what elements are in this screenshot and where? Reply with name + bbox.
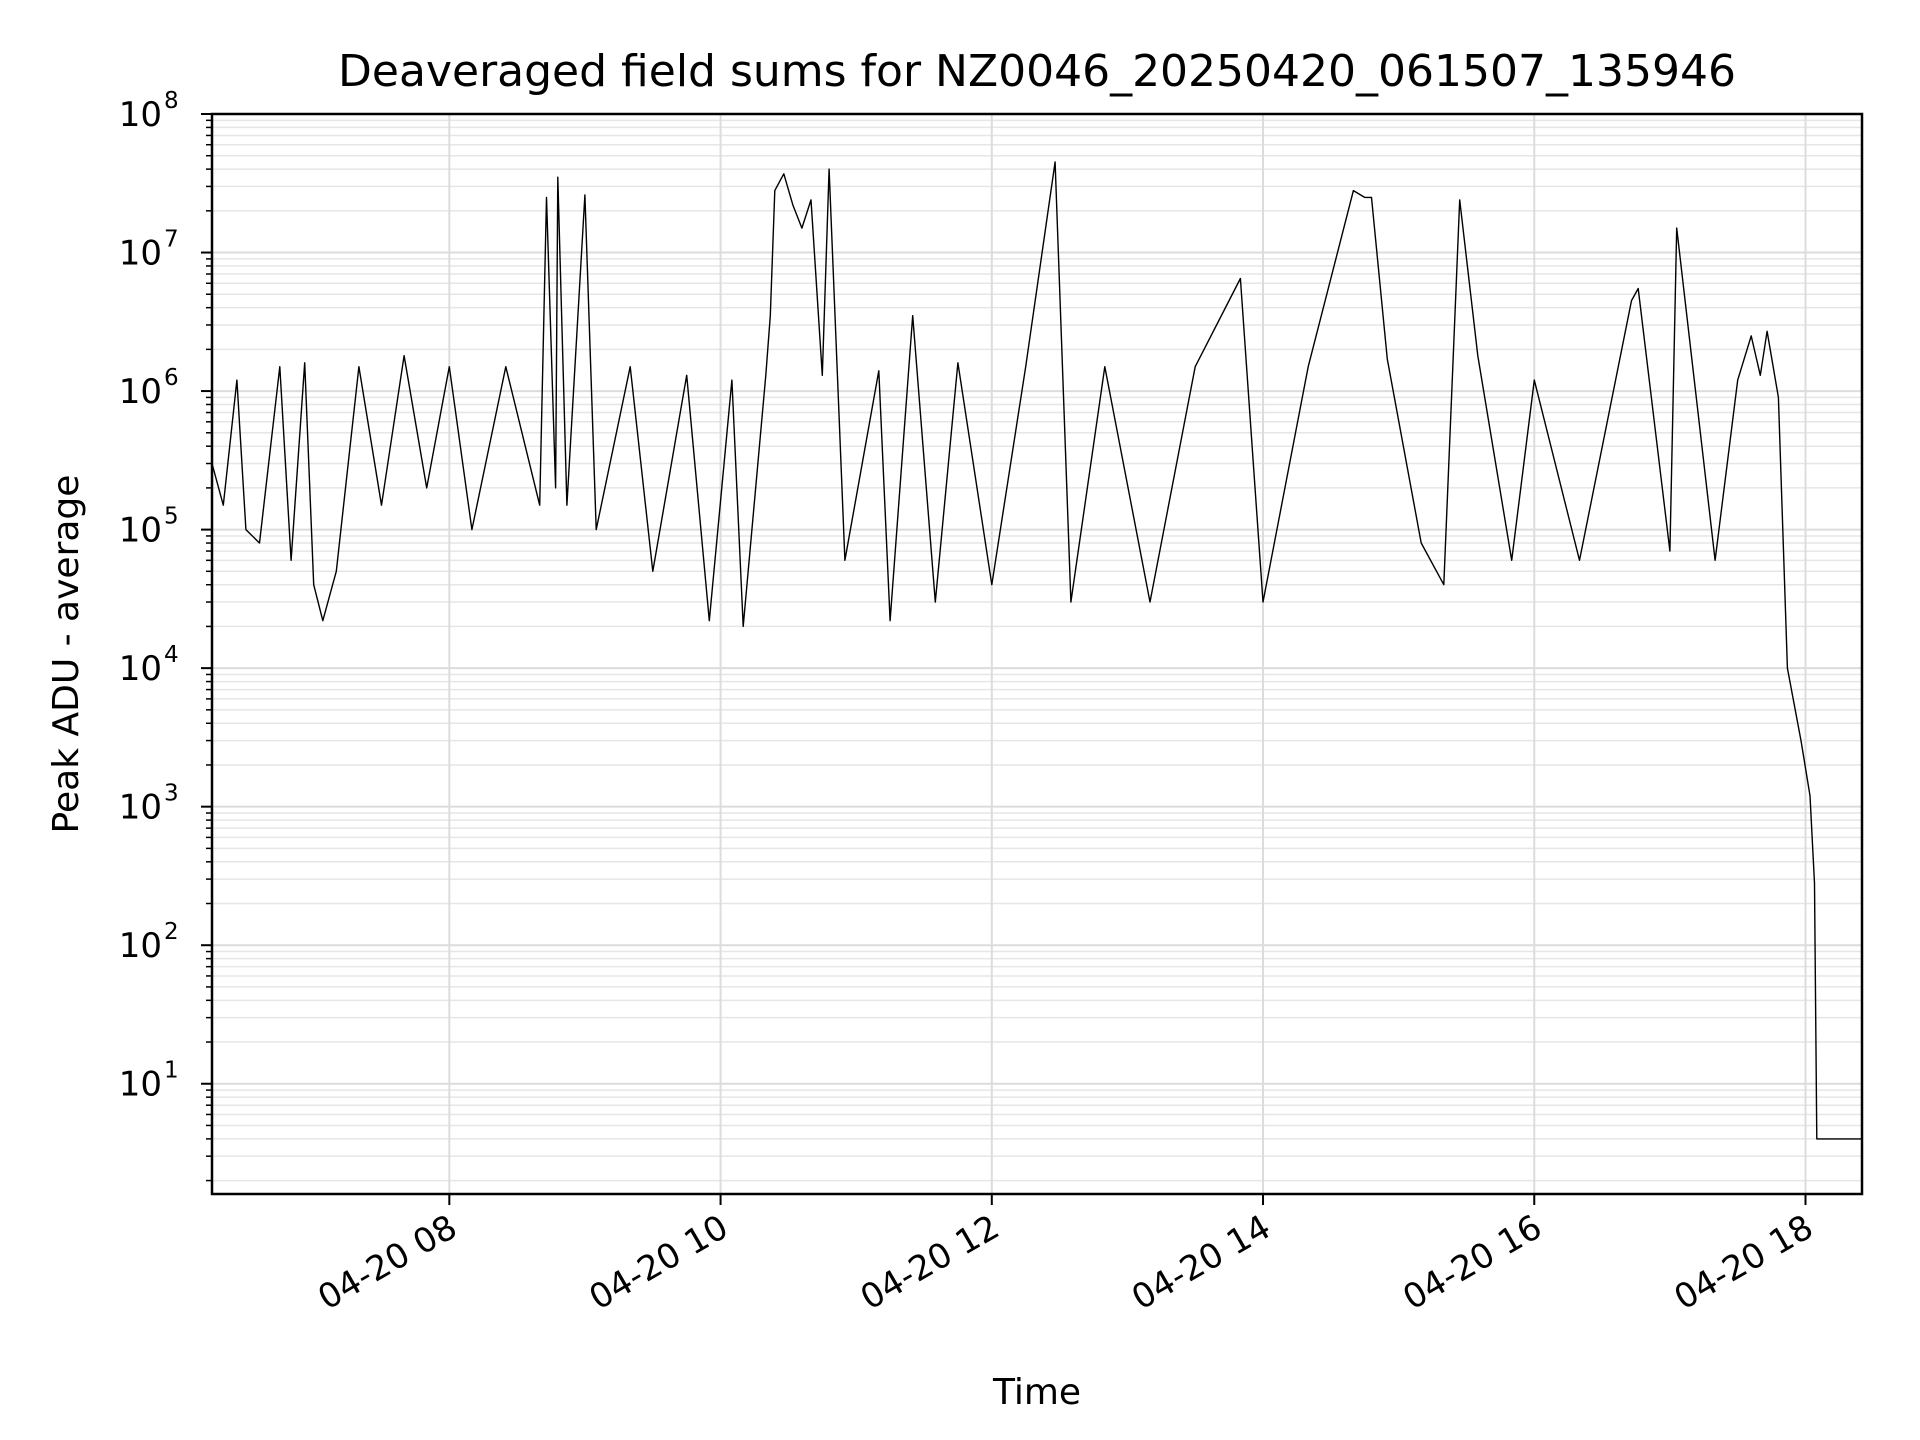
y-tick-exponent: 4	[164, 642, 179, 668]
y-axis-label: Peak ADU - average	[46, 475, 87, 834]
x-axis-label: Time	[992, 1372, 1081, 1413]
y-tick-label: 10	[119, 372, 162, 412]
x-tick-label: 04-20 14	[1125, 1207, 1277, 1318]
y-tick-exponent: 7	[164, 227, 179, 253]
x-tick-label: 04-20 08	[311, 1207, 463, 1318]
y-tick-exponent: 3	[164, 781, 179, 807]
x-tick-label: 04-20 18	[1668, 1207, 1820, 1318]
y-tick-exponent: 5	[164, 504, 179, 530]
y-tick-label: 10	[119, 511, 162, 551]
plot-area	[210, 112, 1864, 1196]
y-tick-exponent: 6	[164, 365, 179, 391]
y-tick-label: 10	[119, 95, 162, 135]
x-tick-label: 04-20 12	[854, 1207, 1006, 1318]
y-tick-label: 10	[119, 788, 162, 828]
y-tick-label: 10	[119, 234, 162, 274]
y-tick-label: 10	[119, 1065, 162, 1105]
y-tick-label: 10	[119, 649, 162, 689]
y-tick-exponent: 2	[164, 919, 179, 945]
plot-frame	[210, 112, 1864, 1196]
y-tick-exponent: 8	[164, 88, 179, 114]
x-axis: 04-20 08 04-20 10 04-20 12 04-20 14 04-20 16…	[311, 1194, 1820, 1318]
grid	[212, 113, 1862, 1194]
y-tick-exponent: 1	[164, 1058, 179, 1084]
x-tick-label: 04-20 16	[1396, 1207, 1548, 1318]
series-line	[211, 161, 1862, 1140]
x-tick-label: 04-20 10	[583, 1207, 735, 1318]
y-tick-label: 10	[119, 926, 162, 966]
chart-title: Deaveraged field sums for NZ0046_2025042…	[338, 46, 1736, 97]
